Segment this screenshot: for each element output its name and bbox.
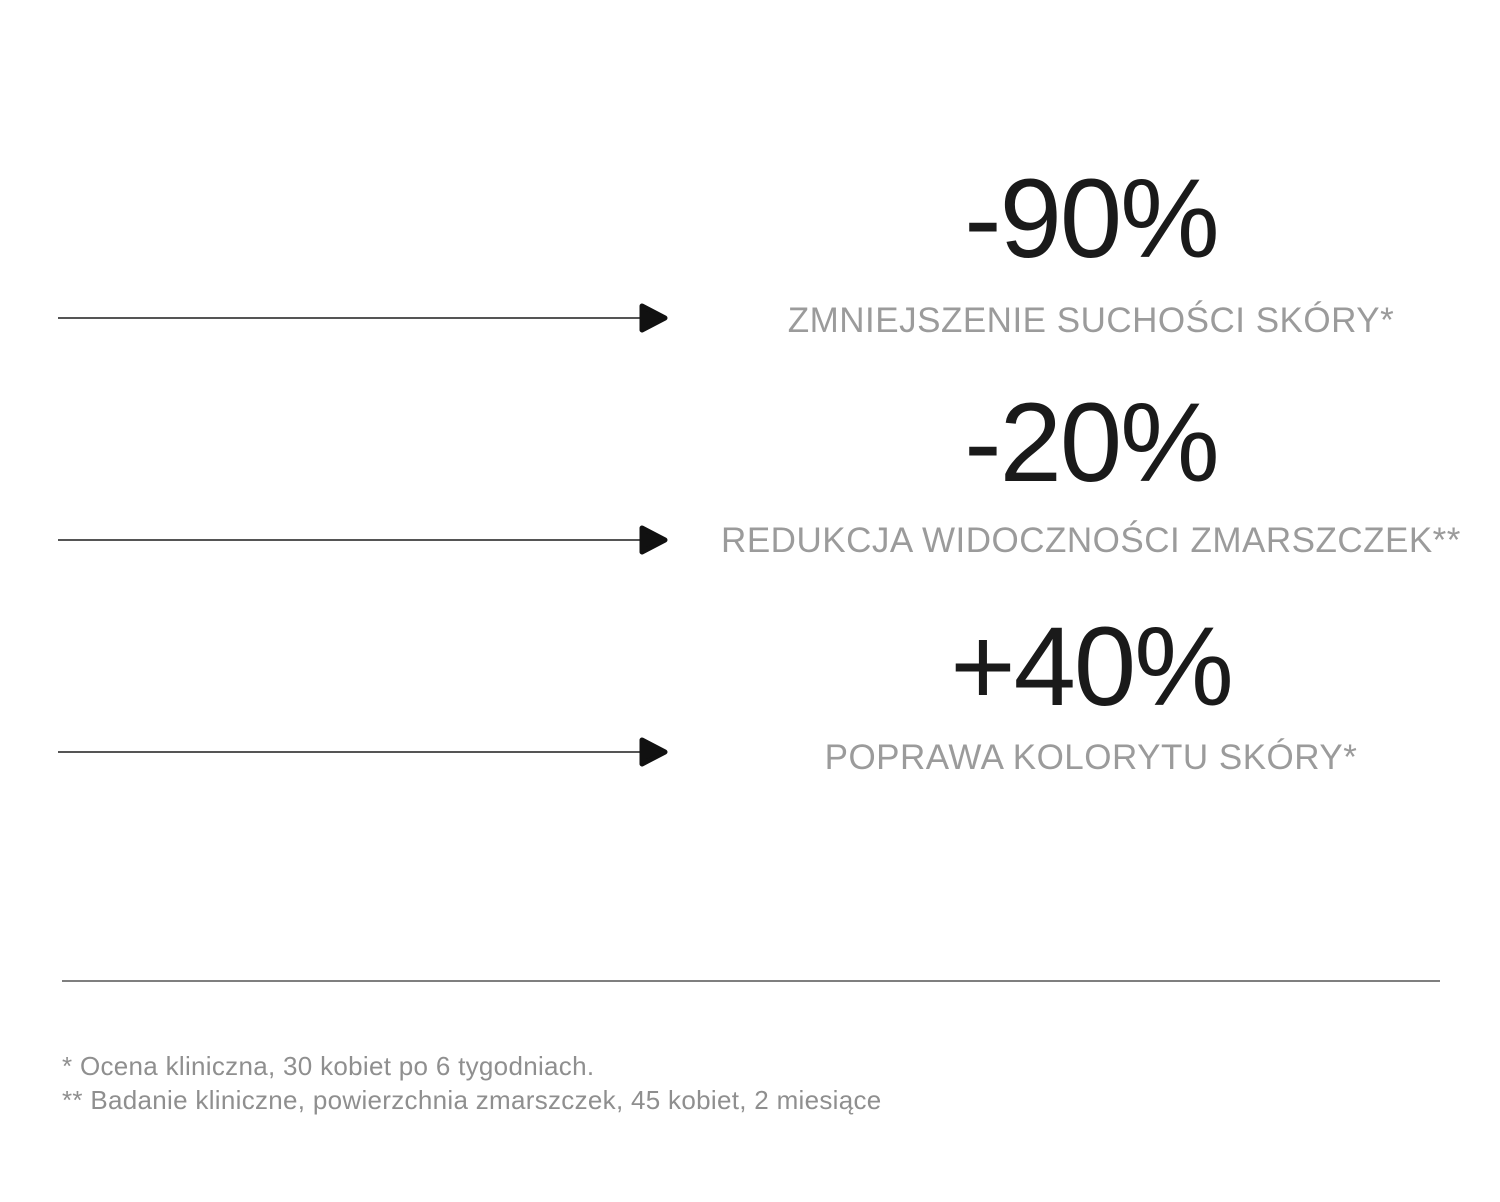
stat-label: ZMNIEJSZENIE SUCHOŚCI SKÓRY* bbox=[787, 301, 1395, 340]
footnotes: * Ocena kliniczna, 30 kobiet po 6 tygodn… bbox=[62, 1049, 882, 1117]
stat-value: -20% bbox=[964, 380, 1219, 505]
right-arrow-icon bbox=[58, 737, 668, 767]
right-arrow-icon bbox=[58, 525, 668, 555]
stat-value: +40% bbox=[950, 604, 1234, 729]
right-arrow-icon bbox=[58, 303, 668, 333]
divider bbox=[62, 980, 1440, 982]
stat-label: POPRAWA KOLORYTU SKÓRY* bbox=[824, 738, 1358, 777]
footnote-line: ** Badanie kliniczne, powierzchnia zmars… bbox=[62, 1085, 882, 1115]
stat-label: REDUKCJA WIDOCZNOŚCI ZMARSZCZEK** bbox=[721, 521, 1461, 560]
stat-value: -90% bbox=[964, 156, 1219, 281]
footnote-line: * Ocena kliniczna, 30 kobiet po 6 tygodn… bbox=[62, 1051, 595, 1081]
